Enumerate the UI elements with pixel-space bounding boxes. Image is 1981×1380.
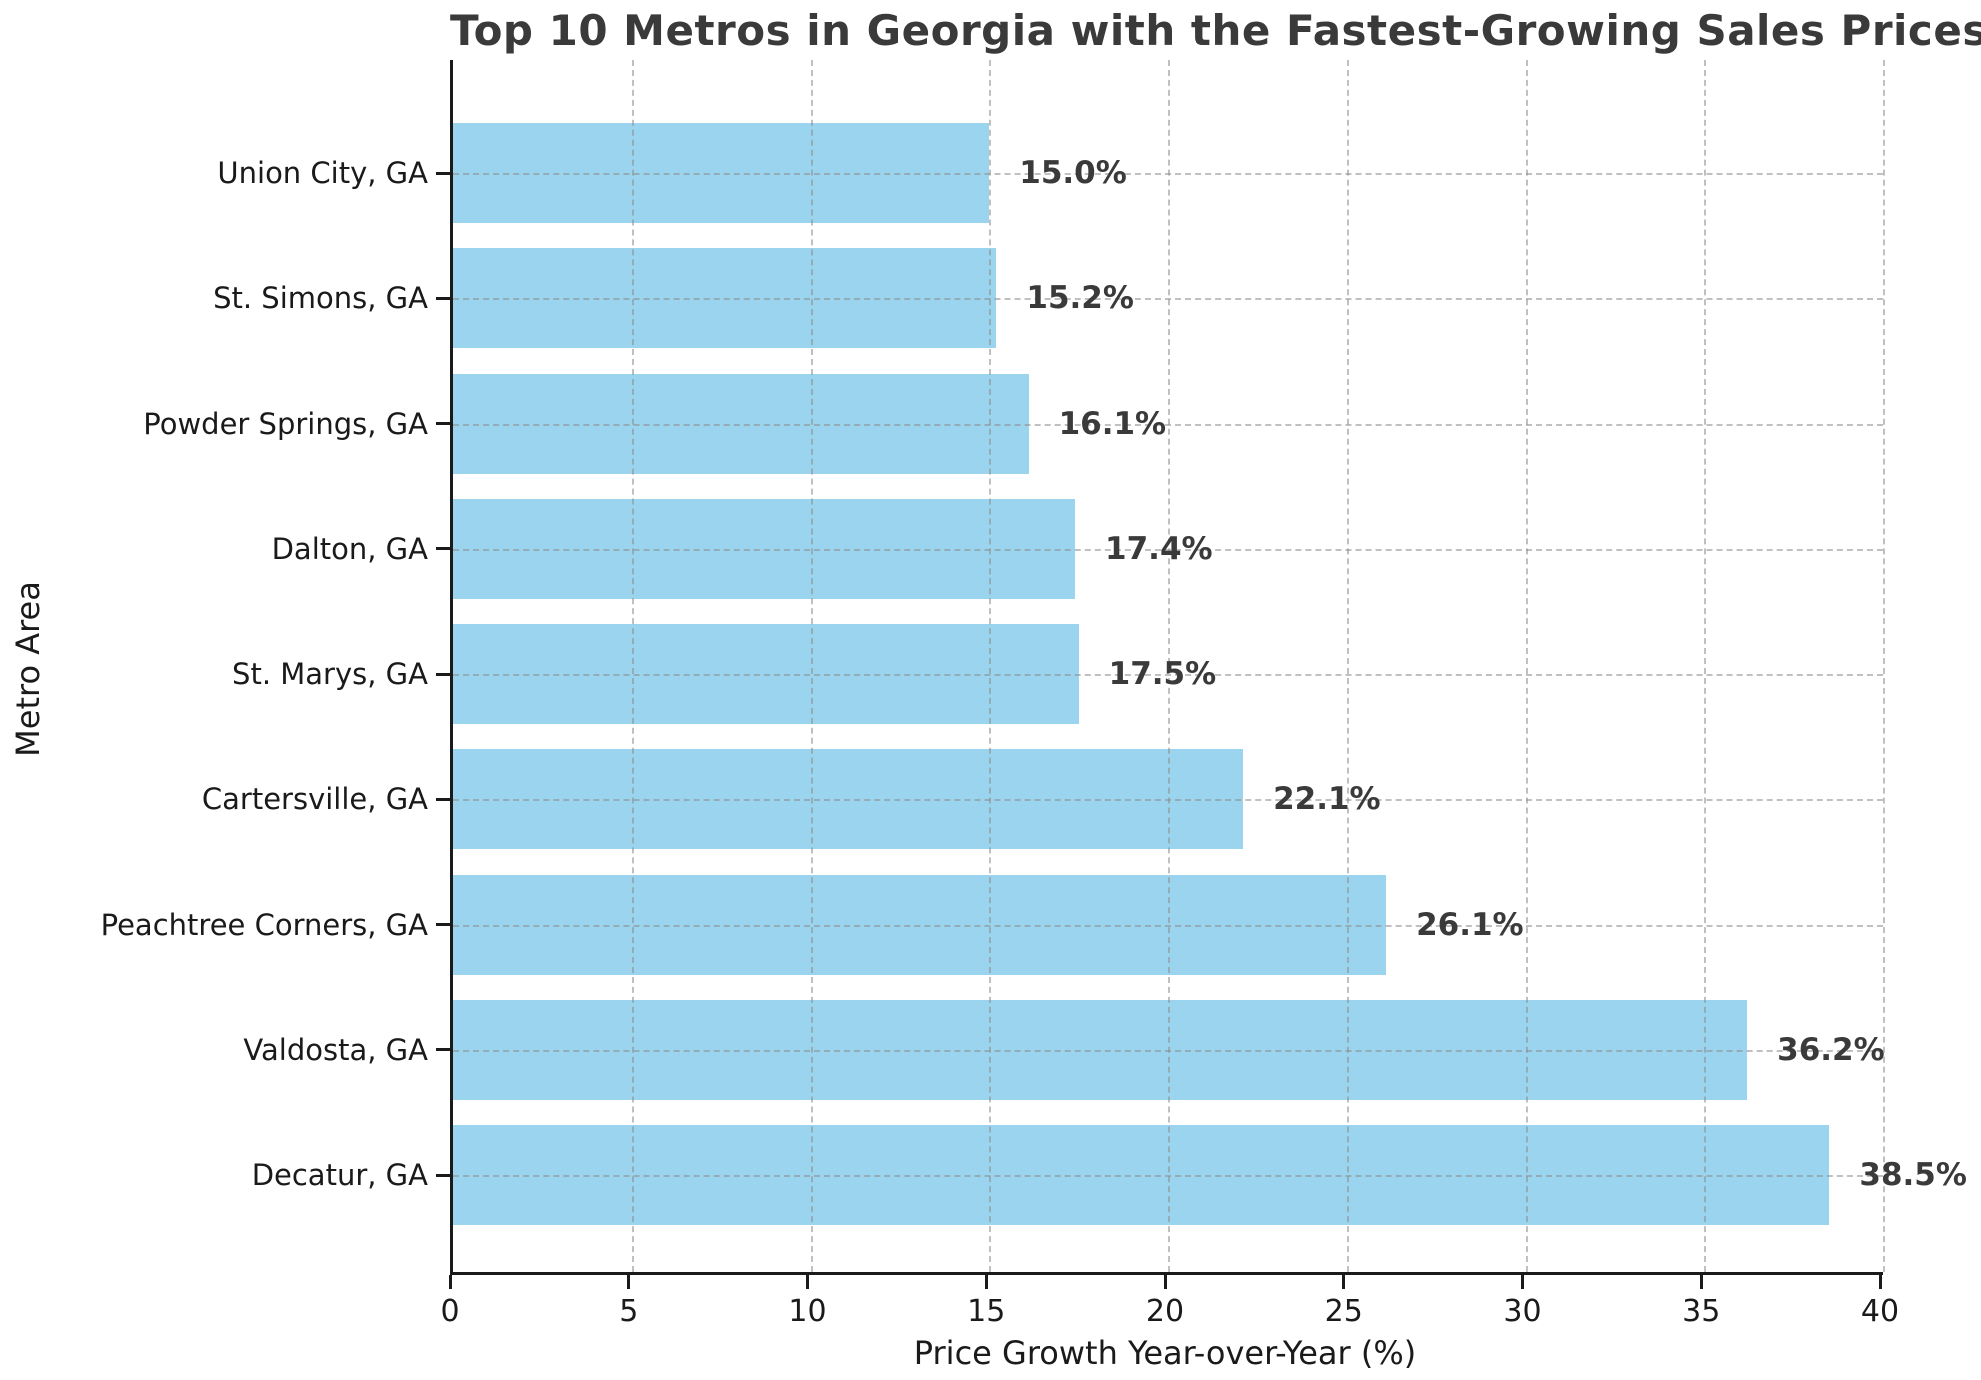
y-tick-mark	[436, 547, 450, 551]
y-category-label: Union City, GA	[217, 156, 428, 190]
v-gridline	[1525, 60, 1528, 1272]
x-tick-mark	[1521, 1275, 1524, 1289]
v-gridline	[989, 60, 992, 1272]
v-gridline	[1704, 60, 1707, 1272]
bar-value-label: 22.1%	[1273, 781, 1381, 818]
v-gridline	[1883, 60, 1885, 1272]
x-tick-mark	[1342, 1275, 1346, 1289]
y-category-label: Peachtree Corners, GA	[100, 907, 428, 942]
bar-value-label: 17.4%	[1105, 530, 1213, 567]
bar-value-label: 16.1%	[1058, 405, 1167, 442]
v-gridline	[631, 60, 634, 1272]
bar-value-label: 38.5%	[1859, 1157, 1967, 1193]
y-tick-mark	[436, 296, 450, 300]
chart-title: Top 10 Metros in Georgia with the Fastes…	[450, 6, 1981, 55]
y-tick-mark	[436, 1173, 450, 1177]
x-tick-mark	[984, 1275, 988, 1289]
x-tick-label: 40	[1860, 1294, 1900, 1329]
v-gridline	[1168, 60, 1170, 1272]
y-tick-mark	[436, 171, 450, 175]
bar-value-label: 17.5%	[1108, 656, 1217, 692]
x-axis-label: Price Growth Year-over-Year (%)	[913, 1334, 1417, 1372]
plot-area: 15.0% 15.2% 16.1% 17.4% 17.5% 22.1% 26.1% 36.2%…	[450, 60, 1967, 1275]
bar-value-label: 26.1%	[1416, 906, 1524, 943]
x-tick-mark	[1699, 1275, 1703, 1289]
x-tick-mark	[806, 1275, 809, 1289]
x-tick-label: 0	[440, 1294, 460, 1329]
y-category-label: Decatur, GA	[251, 1158, 428, 1192]
y-category-label: St. Simons, GA	[213, 281, 428, 316]
y-category-label: Powder Springs, GA	[143, 406, 428, 441]
x-tick-label: 30	[1503, 1294, 1542, 1329]
x-tick-label: 20	[1145, 1294, 1185, 1329]
x-tick-mark	[627, 1275, 631, 1289]
x-tick-label: 25	[1324, 1294, 1363, 1329]
bar-value-label: 15.2%	[1026, 280, 1134, 317]
x-tick-mark	[448, 1275, 452, 1289]
x-tick-mark	[1878, 1275, 1882, 1289]
y-tick-mark	[436, 797, 450, 801]
y-category-label: Dalton, GA	[271, 531, 428, 566]
x-tick-label: 15	[967, 1294, 1006, 1329]
bar-value-label: 15.0%	[1019, 155, 1127, 191]
y-category-label: Cartersville, GA	[201, 782, 428, 817]
v-gridline	[810, 60, 813, 1272]
y-category-label: Valdosta, GA	[243, 1032, 428, 1067]
y-category-label: St. Marys, GA	[232, 657, 428, 691]
y-tick-mark	[436, 672, 450, 676]
y-tick-mark	[436, 1048, 450, 1052]
x-tick-label: 35	[1682, 1294, 1721, 1329]
x-tick-mark	[1163, 1275, 1167, 1289]
bar-value-label: 36.2%	[1777, 1031, 1885, 1068]
v-gridline	[1346, 60, 1349, 1272]
y-tick-mark	[436, 923, 450, 926]
y-tick-mark	[436, 422, 450, 425]
x-tick-label: 5	[619, 1294, 639, 1329]
x-tick-label: 10	[788, 1294, 827, 1329]
